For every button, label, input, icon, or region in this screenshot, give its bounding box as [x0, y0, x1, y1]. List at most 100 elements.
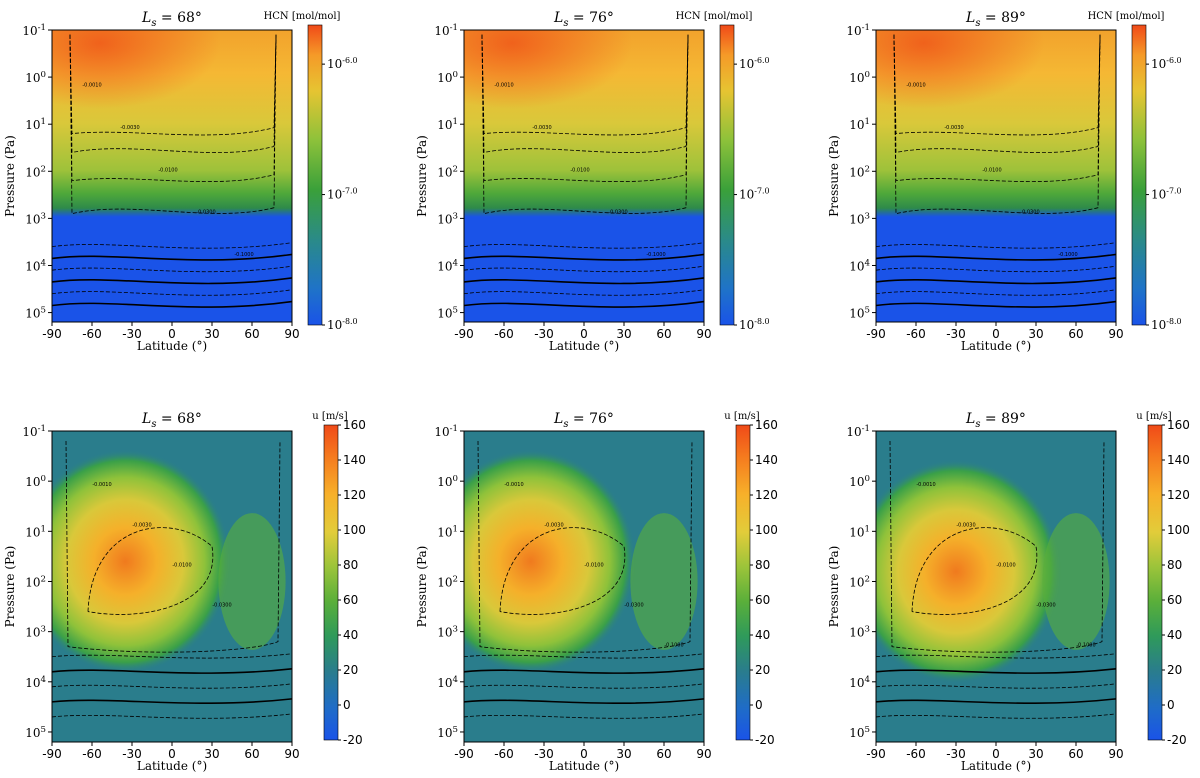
- x-tick-label: 60: [244, 327, 259, 341]
- x-tick-label: 90: [696, 747, 711, 761]
- field-area: -0.0010 -0.0030 -0.0100 -0.0300: [52, 431, 292, 742]
- y-axis-label: Pressure (Pa): [415, 546, 429, 628]
- colorbar-gradient: [719, 24, 735, 326]
- colorbar-gradient: [323, 424, 339, 741]
- colorbar-tick-label: 160: [343, 418, 366, 432]
- contour-line: [876, 667, 1116, 674]
- contour-label: -0.0030: [956, 522, 975, 528]
- colorbar-tick-label: 0: [343, 698, 351, 712]
- colorbar-tick-label: 160: [755, 418, 778, 432]
- colorbar-gradient: [735, 424, 751, 741]
- contour-label: -0.0300: [624, 603, 643, 609]
- contour-label: -0.0010: [82, 83, 101, 89]
- x-tick-label: -60: [82, 747, 102, 761]
- x-tick-label: -60: [82, 327, 102, 341]
- x-tick-label: 90: [284, 747, 299, 761]
- colorbar: u [m/s]160 140 120 100 80 60 40 20 0 -20: [724, 411, 778, 747]
- chart-title: Ls = 89°: [965, 411, 1026, 430]
- contour-label: -0.0030: [132, 522, 151, 528]
- x-tick-label: 0: [168, 327, 176, 341]
- contour-line: [876, 698, 1116, 705]
- x-tick-label: -60: [494, 327, 514, 341]
- contour-line: [52, 289, 292, 296]
- field-area: -0.0010 -0.0030 -0.0100 -0.0300 -0.1000: [876, 30, 1116, 322]
- contour-line: [876, 277, 1116, 285]
- contour-line: [52, 698, 292, 705]
- y-tick-label: 103: [849, 211, 870, 226]
- colorbar-tick-label: 60: [343, 593, 358, 607]
- x-axis-label: Latitude (°): [549, 339, 619, 353]
- contour-line: [464, 667, 704, 674]
- x-tick-label: 30: [204, 327, 219, 341]
- colorbar-label: u [m/s]: [312, 411, 348, 422]
- colorbar-tick-label: 10-8.0: [739, 317, 770, 332]
- y-tick-label: 10-1: [434, 23, 458, 38]
- y-tick-label: 104: [437, 675, 458, 690]
- contour-label: -0.0100: [158, 167, 177, 173]
- y-tick-label: 102: [25, 164, 46, 179]
- x-axis-label: Latitude (°): [961, 759, 1031, 773]
- x-tick-label: -30: [946, 327, 966, 341]
- contour-label: -0.0100: [172, 562, 191, 568]
- x-tick-label: -60: [494, 747, 514, 761]
- x-tick-label: -60: [906, 327, 926, 341]
- contour-label: -0.0300: [212, 603, 231, 609]
- x-axis-label: Latitude (°): [137, 339, 207, 353]
- x-tick-label: -90: [866, 327, 886, 341]
- colorbar-tick-label: 10-8.0: [327, 317, 358, 332]
- contour-line: [52, 265, 292, 273]
- x-tick-label: -90: [42, 747, 62, 761]
- y-tick-label: 100: [437, 70, 458, 85]
- colorbar-tick-label: 10-7.0: [739, 187, 770, 202]
- y-tick-label: 105: [25, 306, 46, 321]
- x-tick-label: -30: [946, 747, 966, 761]
- contour-line: [69, 34, 277, 136]
- contour-label: -0.0300: [1036, 603, 1055, 609]
- x-axis-label: Latitude (°): [549, 759, 619, 773]
- contour-line: [893, 34, 1101, 215]
- colorbar: HCN [mol/mol] 10-6.0 10-7.0 10-8.0: [676, 11, 770, 332]
- chart-title: Ls = 76°: [553, 10, 614, 29]
- contour-line: [464, 253, 704, 261]
- contour-line: [65, 441, 281, 653]
- y-tick-label: 100: [25, 70, 46, 85]
- contour-line: [464, 653, 704, 659]
- colorbar-tick-label: 10-6.0: [739, 56, 770, 71]
- x-tick-label: 90: [1108, 327, 1123, 341]
- y-tick-label: 105: [25, 725, 46, 740]
- jet-core: [876, 459, 1062, 684]
- jet-core: [464, 449, 637, 674]
- contour-label: -0.0010: [916, 482, 935, 488]
- x-tick-label: 0: [580, 327, 588, 341]
- field-area: -0.0010 -0.0030 -0.0100 -0.0300 -0.1000: [464, 30, 704, 322]
- x-tick-label: -90: [454, 747, 474, 761]
- colorbar-tick-label: -20: [755, 733, 775, 747]
- colorbar-tick-label: 10-7.0: [1151, 187, 1182, 202]
- x-tick-label: 90: [696, 327, 711, 341]
- y-tick-label: 10-1: [22, 424, 46, 439]
- contour-line: [876, 653, 1116, 659]
- y-tick-label: 105: [437, 306, 458, 321]
- contour-line: [464, 698, 704, 705]
- colorbar-tick-label: 120: [755, 488, 778, 502]
- contour-line: [876, 253, 1116, 261]
- contour-line: [464, 300, 704, 308]
- contour-line: [876, 713, 1116, 719]
- y-tick-label: 105: [849, 725, 870, 740]
- colorbar-tick-label: 120: [343, 488, 366, 502]
- colorbar-tick-label: -20: [1167, 733, 1187, 747]
- contour-line: [464, 713, 704, 719]
- chart-panel-6: -0.0010 -0.0030 -0.0100 -0.0300 -0.1000 Ls = …: [827, 411, 1190, 773]
- contour-line: [876, 300, 1116, 308]
- colorbar-tick-label: 10-8.0: [1151, 317, 1182, 332]
- field-area: -0.0010 -0.0030 -0.0100 -0.0300 -0.1000: [52, 30, 292, 322]
- contour-label: -0.0010: [504, 482, 523, 488]
- y-tick-label: 10-1: [434, 424, 458, 439]
- contour-line: [481, 34, 689, 182]
- y-tick-label: 103: [437, 625, 458, 640]
- colorbar-label: u [m/s]: [724, 411, 760, 422]
- y-axis-label: Pressure (Pa): [827, 546, 841, 628]
- contour-line: [481, 34, 689, 215]
- colorbar-label: u [m/s]: [1136, 411, 1172, 422]
